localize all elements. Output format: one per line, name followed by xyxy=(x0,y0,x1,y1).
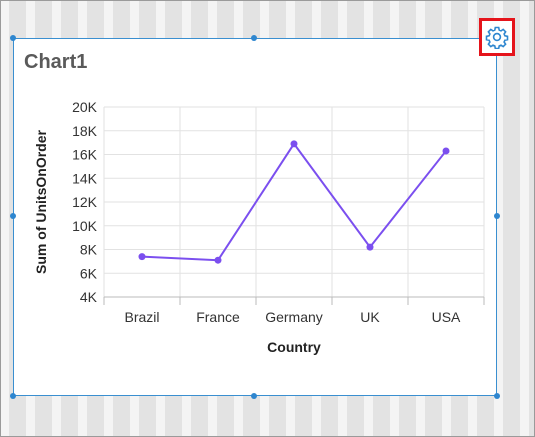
x-tick-label: France xyxy=(196,309,240,325)
x-axis-title: Country xyxy=(267,339,321,355)
y-tick-label: 18K xyxy=(72,123,98,139)
y-axis-title: Sum of UnitsOnOrder xyxy=(33,130,49,274)
resize-handle-top[interactable] xyxy=(251,35,257,41)
data-point-usa[interactable] xyxy=(442,147,450,155)
y-tick-label: 10K xyxy=(72,218,98,234)
x-tick-label: Brazil xyxy=(124,309,159,325)
data-point-france[interactable] xyxy=(214,256,222,264)
x-tick-label: Germany xyxy=(265,309,323,325)
y-tick-label: 12K xyxy=(72,194,98,210)
x-tick-label: UK xyxy=(360,309,380,325)
y-tick-label: 8K xyxy=(80,242,98,258)
y-tick-label: 6K xyxy=(80,265,98,281)
resize-handle-left[interactable] xyxy=(10,213,16,219)
y-tick-label: 14K xyxy=(72,170,98,186)
resize-handle-right[interactable] xyxy=(494,213,500,219)
x-tick-label: USA xyxy=(432,309,461,325)
data-point-germany[interactable] xyxy=(290,140,298,148)
y-tick-label: 16K xyxy=(72,147,98,163)
y-tick-label: 20K xyxy=(72,99,98,115)
y-tick-label: 4K xyxy=(80,289,98,305)
data-point-brazil[interactable] xyxy=(138,253,146,261)
chart-title: Chart1 xyxy=(24,51,88,73)
resize-handle-bottom-left[interactable] xyxy=(10,393,16,399)
resize-handle-top-left[interactable] xyxy=(10,35,16,41)
resize-handle-bottom[interactable] xyxy=(251,393,257,399)
chart-settings-button[interactable] xyxy=(479,18,515,56)
resize-handle-bottom-right[interactable] xyxy=(494,393,500,399)
data-point-uk[interactable] xyxy=(366,243,374,251)
gear-icon xyxy=(485,26,509,49)
